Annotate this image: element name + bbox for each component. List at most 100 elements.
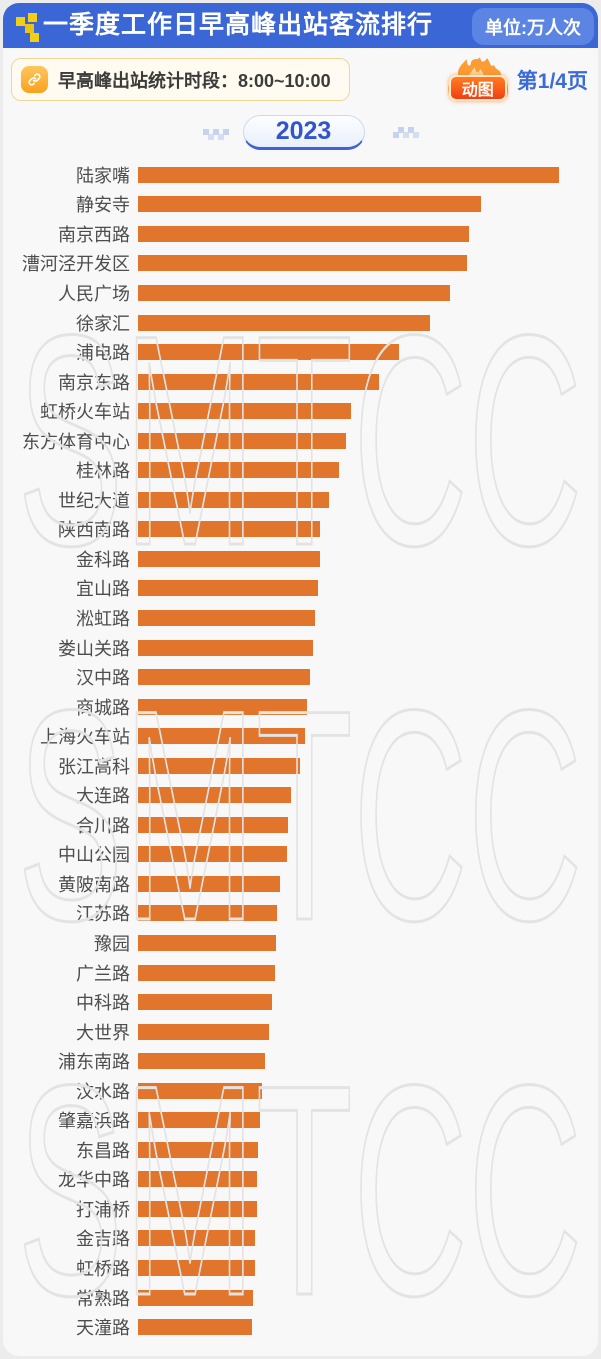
- station-label: 江苏路: [76, 904, 130, 925]
- station-label: 大连路: [76, 786, 130, 807]
- chart-row: 南京西路: [3, 219, 598, 249]
- bar-chart: 陆家嘴 静安寺 南京西路 漕河泾开发区 人民广场 徐家汇 浦电路 南京东路 虹桥火车站 东方体育中…: [3, 155, 598, 1342]
- bar: [138, 1053, 266, 1070]
- bar: [138, 1082, 263, 1099]
- chart-row: 东方体育中心: [3, 426, 598, 456]
- chart-row: 常熟路: [3, 1283, 598, 1313]
- chart-row: 商城路: [3, 692, 598, 722]
- chart-row: 浦东南路: [3, 1046, 598, 1076]
- bar: [138, 432, 346, 449]
- page-title: 一季度工作日早高峰出站客流排行: [43, 11, 434, 39]
- bar: [138, 225, 469, 242]
- bar: [138, 846, 287, 863]
- station-label: 徐家汇: [76, 313, 130, 334]
- bar: [138, 284, 450, 301]
- station-label: 静安寺: [76, 195, 130, 216]
- chart-row: 中科路: [3, 987, 598, 1017]
- chart-row: 人民广场: [3, 278, 598, 308]
- bar: [138, 255, 467, 272]
- station-label: 娄山关路: [58, 638, 130, 659]
- chart-row: 江苏路: [3, 899, 598, 929]
- animated-gif-badge: 动图: [445, 56, 511, 103]
- station-label: 合川路: [76, 815, 130, 836]
- station-label: 金吉路: [76, 1229, 130, 1250]
- chart-row: 静安寺: [3, 190, 598, 220]
- chart-row: 漕河泾开发区: [3, 249, 598, 279]
- time-range-note: 早高峰出站统计时段：8:00~10:00: [11, 58, 350, 101]
- station-label: 常熟路: [76, 1288, 130, 1309]
- station-label: 南京东路: [58, 372, 130, 393]
- bar: [138, 669, 311, 686]
- bar: [138, 1171, 258, 1188]
- unit-badge: 单位:万人次: [472, 8, 594, 45]
- header-bar: 一季度工作日早高峰出站客流排行 单位:万人次: [3, 3, 598, 48]
- bar: [138, 964, 275, 981]
- bar: [138, 1260, 255, 1276]
- bar: [138, 609, 315, 626]
- gif-badge-label: 动图: [448, 74, 507, 101]
- station-label: 东昌路: [76, 1140, 130, 1161]
- bar: [138, 403, 351, 420]
- page-indicator: 第1/4页: [516, 69, 588, 93]
- station-label: 虹桥路: [76, 1259, 130, 1279]
- time-range-text: 早高峰出站统计时段：8:00~10:00: [58, 70, 331, 91]
- bar: [138, 1200, 258, 1217]
- chart-row: 虹桥路: [3, 1253, 598, 1283]
- chart-row: 南京东路: [3, 367, 598, 397]
- bar: [138, 1112, 261, 1129]
- station-label: 中科路: [76, 993, 130, 1014]
- station-label: 广兰路: [76, 963, 130, 984]
- station-label: 肇嘉浜路: [58, 1111, 130, 1132]
- bar: [138, 462, 339, 479]
- chart-row: 娄山关路: [3, 633, 598, 663]
- year-tab[interactable]: 2023: [242, 114, 365, 150]
- bar: [138, 1319, 253, 1336]
- station-label: 龙华中路: [58, 1170, 130, 1191]
- bar: [138, 344, 399, 361]
- station-label: 淞虹路: [76, 608, 130, 629]
- infographic-card: 一季度工作日早高峰出站客流排行 单位:万人次 早高峰出站统计时段：8:00~10…: [3, 3, 598, 1356]
- unit-badge-label: 单位:万人次: [485, 17, 581, 38]
- station-label: 金科路: [76, 549, 130, 570]
- station-label: 张江高科: [58, 756, 130, 777]
- chart-row: 大世界: [3, 1017, 598, 1047]
- chart-row: 宜山路: [3, 574, 598, 604]
- chart-row: 张江高科: [3, 751, 598, 781]
- bar: [138, 1023, 269, 1040]
- year-selector-row: 2023: [3, 109, 598, 155]
- station-label: 宜山路: [76, 579, 130, 600]
- chart-row: 汶水路: [3, 1076, 598, 1106]
- bar: [138, 728, 306, 745]
- chart-row: 肇嘉浜路: [3, 1106, 598, 1136]
- chart-row: 合川路: [3, 810, 598, 840]
- chart-row: 徐家汇: [3, 308, 598, 338]
- chart-row: 世纪大道: [3, 485, 598, 515]
- station-label: 南京西路: [58, 224, 130, 245]
- station-label: 虹桥火车站: [40, 402, 130, 423]
- chart-row: 东昌路: [3, 1135, 598, 1165]
- bar: [138, 166, 559, 183]
- bar: [138, 934, 277, 951]
- bar: [138, 1230, 255, 1247]
- station-label: 天潼路: [76, 1318, 130, 1339]
- bar: [138, 373, 379, 390]
- station-label: 桂林路: [76, 461, 130, 482]
- bar: [138, 491, 330, 508]
- station-label: 商城路: [76, 697, 130, 718]
- bar: [138, 314, 431, 331]
- chart-row: 虹桥火车站: [3, 396, 598, 426]
- chart-row: 广兰路: [3, 958, 598, 988]
- station-label: 世纪大道: [58, 490, 130, 511]
- checker-decoration-left: [202, 129, 209, 135]
- bar: [138, 698, 307, 715]
- chart-row: 黄陂南路: [3, 869, 598, 899]
- chart-row: 大连路: [3, 780, 598, 810]
- chart-row: 打浦桥: [3, 1194, 598, 1224]
- bar: [138, 580, 319, 597]
- bar: [138, 757, 301, 774]
- station-label: 中山公园: [58, 845, 130, 866]
- checker-decoration-right: [392, 131, 399, 138]
- chart-row: 豫园: [3, 928, 598, 958]
- pixel-checker-icon: [16, 17, 25, 26]
- station-label: 浦东南路: [58, 1052, 130, 1073]
